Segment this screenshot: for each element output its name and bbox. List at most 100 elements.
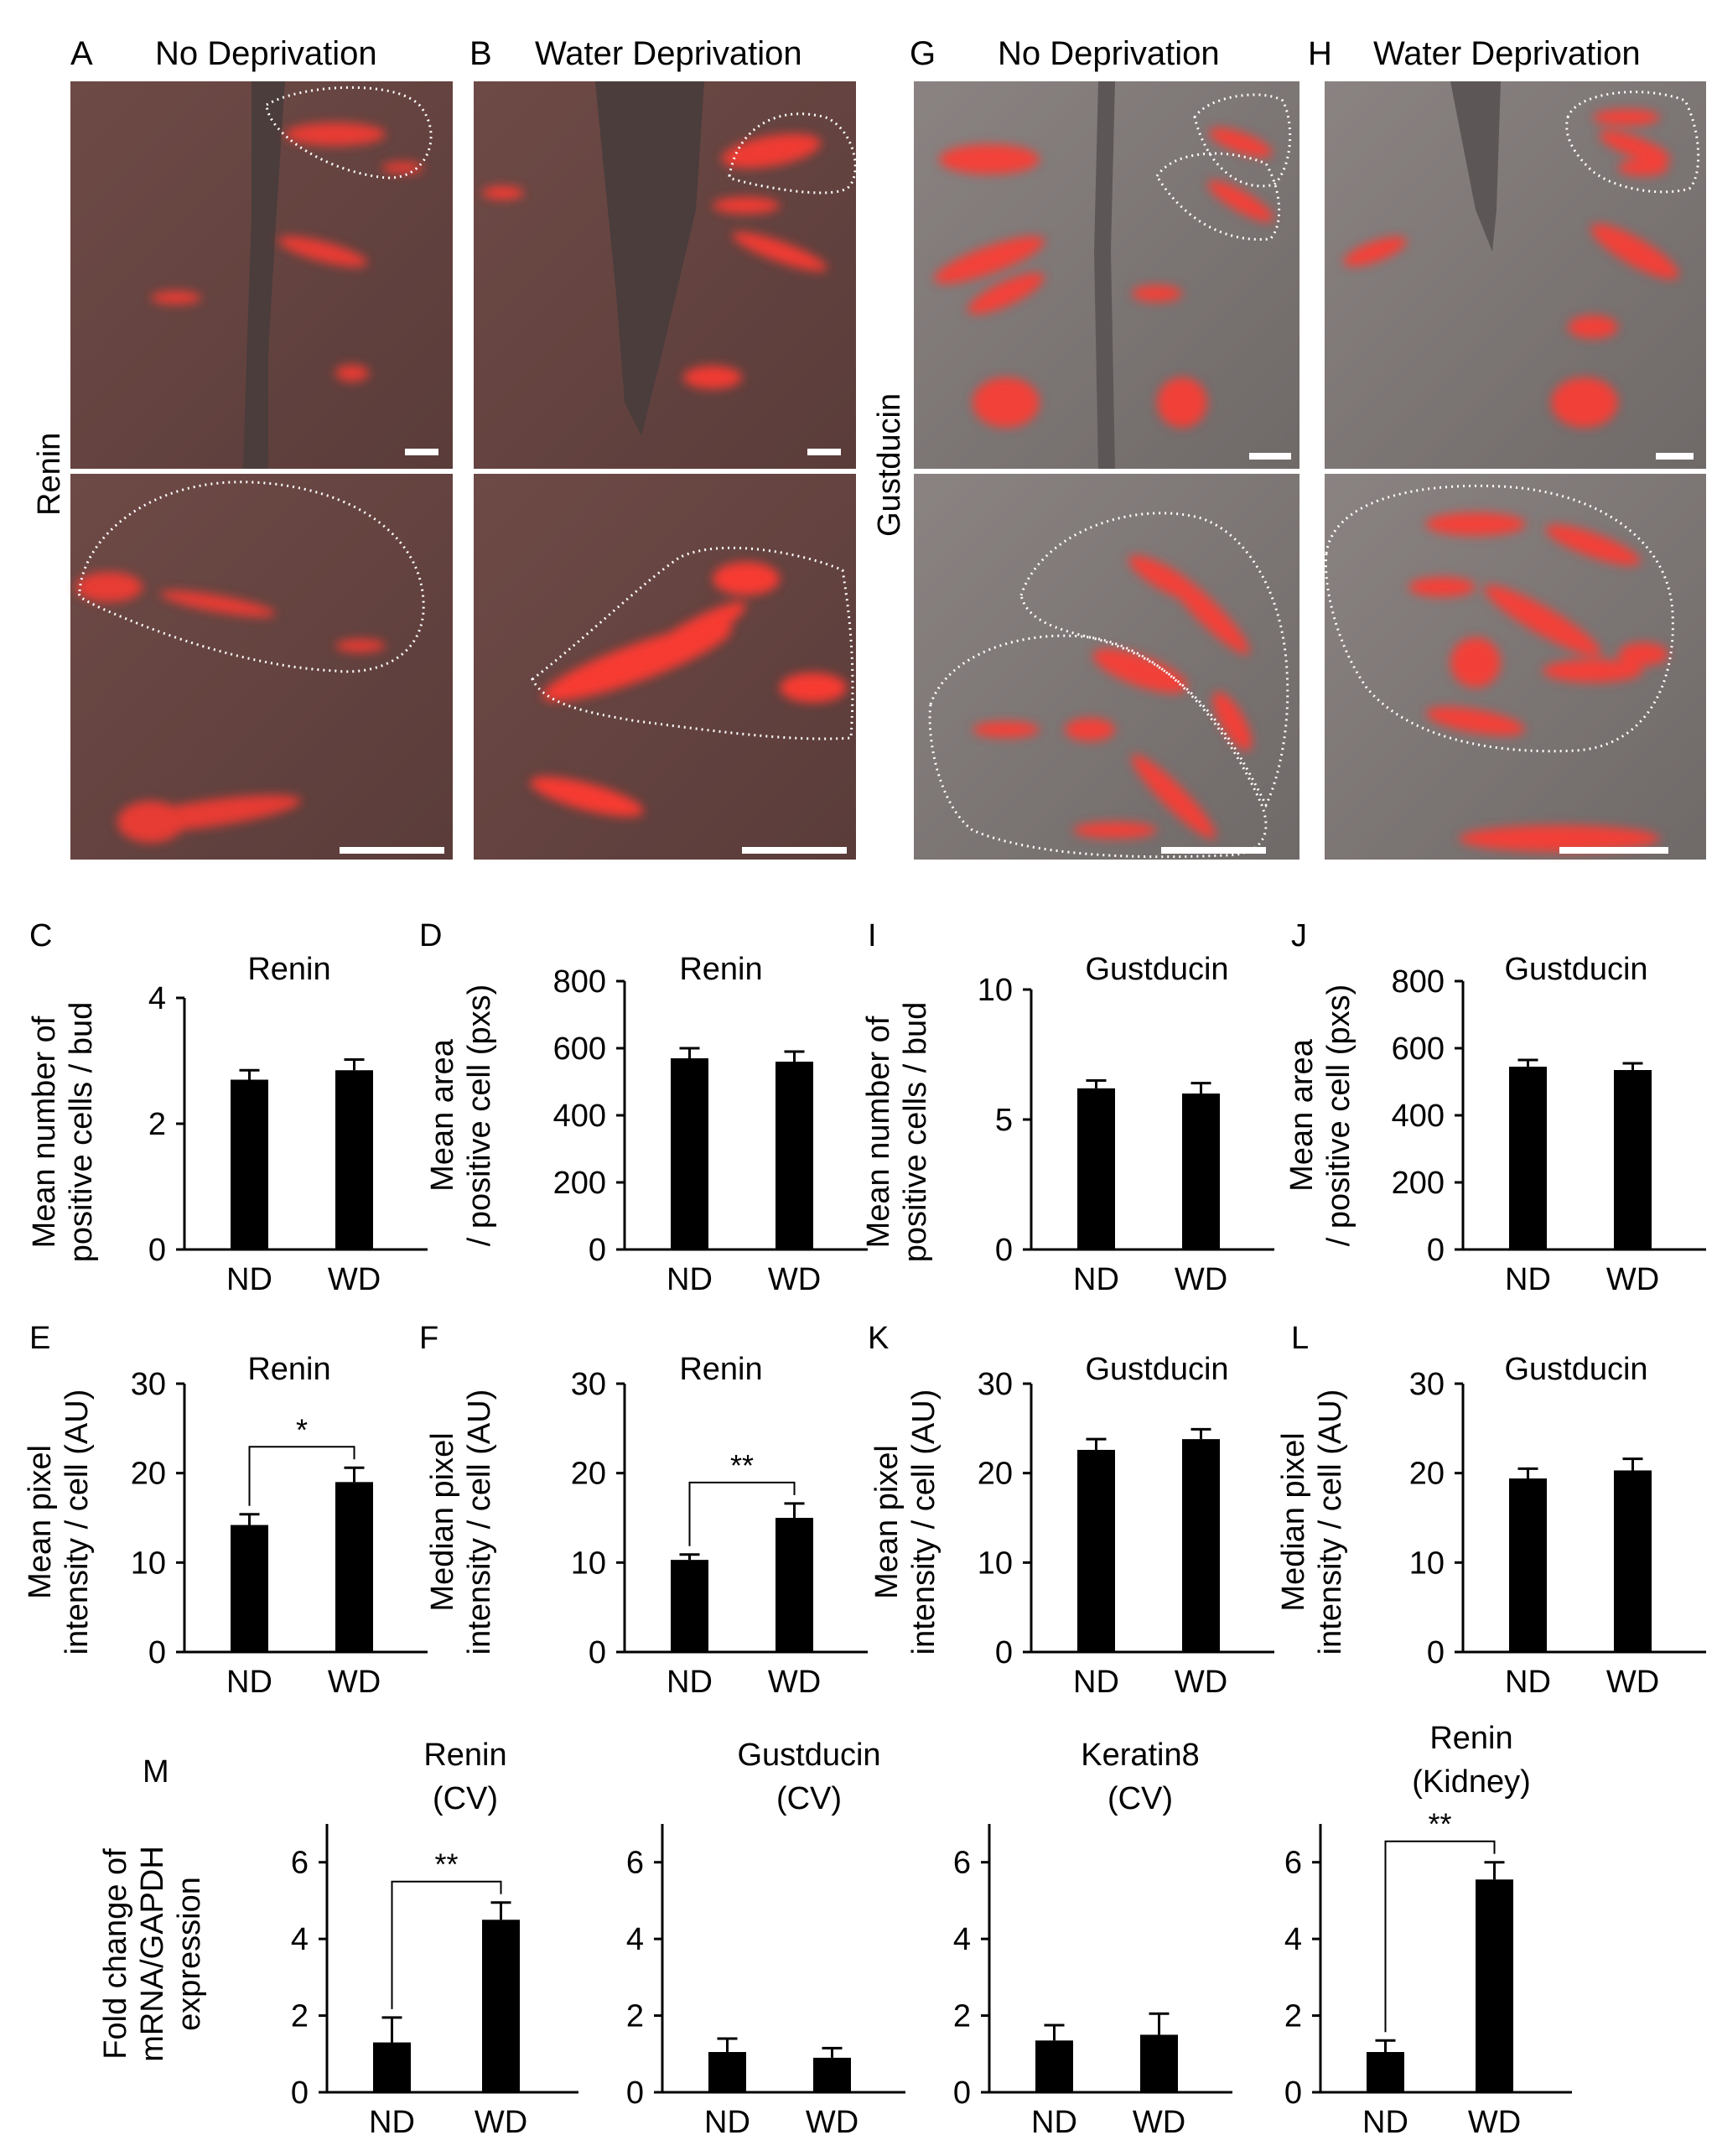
chart-m-y-label: mRNA/GAPDH: [135, 1846, 170, 2062]
chart-m-significance: **: [434, 1847, 458, 1882]
chart-m-title: (CV): [433, 1781, 498, 1816]
chart-m10-bar-nd: [1035, 2040, 1073, 2092]
panel-letter-b: B: [469, 35, 492, 72]
chart-i-y-label: Mean number of: [861, 1016, 896, 1248]
chart-m10-bar-wd: [1140, 2034, 1178, 2092]
chart-m-x-label-nd: ND: [369, 2105, 415, 2140]
chart-f-significance: **: [730, 1448, 754, 1483]
chart-m9-y-tick-label: 2: [626, 1999, 644, 2034]
micrograph-h-top: [1325, 81, 1706, 469]
chart-e-y-tick-label: 30: [131, 1367, 166, 1402]
chart-l-y-tick-label: 10: [1409, 1546, 1445, 1581]
chart-m-bar-wd: [482, 1920, 520, 2092]
chart-m9-bar-wd: [813, 2057, 851, 2092]
chart-m10-title: (CV): [1107, 1781, 1173, 1816]
chart-c-y-tick-label: 4: [148, 981, 166, 1016]
chart-f-y-tick-label: 20: [571, 1457, 606, 1492]
chart-l-y-label: intensity / cell (AU): [1313, 1390, 1348, 1655]
chart-i-x-label-nd: ND: [1073, 1262, 1119, 1297]
chart-d-y-tick-label: 200: [553, 1166, 606, 1201]
chart-l-y-tick-label: 0: [1427, 1635, 1445, 1670]
chart-d-x-label-nd: ND: [667, 1262, 713, 1297]
chart-m9-y-tick-label: 0: [626, 2075, 644, 2111]
chart-e-x-label-nd: ND: [226, 1665, 272, 1700]
chart-d-x-label-wd: WD: [768, 1262, 821, 1297]
chart-m10-y-tick-label: 6: [953, 1846, 971, 1881]
chart-e-x-label-wd: WD: [328, 1665, 381, 1700]
micrograph-g-top: [914, 81, 1299, 469]
micrograph-h-bottom: [1324, 474, 1706, 860]
chart-m9-y-tick-label: 4: [626, 1922, 644, 1957]
chart-k-y-tick-label: 30: [978, 1367, 1013, 1402]
micrograph-a-top: [70, 81, 453, 469]
chart-m9-x-label-nd: ND: [704, 2105, 750, 2140]
chart-m-y-label: expression: [172, 1877, 207, 2031]
chart-m-y-tick-label: 2: [291, 1999, 309, 2034]
chart-d-y-tick-label: 800: [553, 964, 606, 1000]
chart-e-significance: *: [296, 1412, 308, 1447]
chart-m10-x-label-wd: WD: [1133, 2105, 1185, 2140]
chart-m9-title: Gustducin: [737, 1738, 880, 1773]
chart-k-bar-nd: [1077, 1449, 1115, 1652]
chart-j-y-tick-label: 600: [1392, 1031, 1445, 1067]
chart-f-bar-nd: [671, 1560, 708, 1652]
chart-k-y-tick-label: 20: [978, 1457, 1013, 1492]
chart-m11-significance-bracket: [1384, 1840, 1496, 2033]
chart-f-y-tick-label: 10: [571, 1546, 606, 1581]
chart-j-y-label: Mean area: [1284, 1038, 1320, 1192]
chart-m11-x-label-nd: ND: [1362, 2105, 1408, 2140]
chart-c-bar-nd: [231, 1079, 268, 1249]
chart-e-y-tick-label: 20: [131, 1457, 166, 1492]
micrograph-b-top: [474, 81, 857, 469]
chart-e-panel-letter: E: [29, 1321, 50, 1356]
chart-k-bar-wd: [1182, 1439, 1220, 1652]
chart-e-significance-bracket: [248, 1446, 355, 1506]
chart-m9-bar-nd: [708, 2052, 746, 2092]
chart-m11-y-tick-label: 6: [1284, 1846, 1302, 1881]
micrograph-a-bottom: [70, 474, 453, 860]
chart-l-title: Gustducin: [1504, 1352, 1647, 1387]
chart-f-y-label: intensity / cell (AU): [462, 1390, 497, 1655]
chart-k-y-label: intensity / cell (AU): [906, 1390, 941, 1655]
chart-m11-title: (Kidney): [1412, 1764, 1531, 1800]
panel-title-h: Water Deprivation: [1373, 35, 1641, 72]
panel-title-b: Water Deprivation: [535, 35, 802, 72]
chart-m11-bar-nd: [1367, 2052, 1404, 2092]
chart-d-title: Renin: [679, 952, 762, 987]
chart-m-x-label-wd: WD: [475, 2105, 527, 2140]
chart-j-y-tick-label: 800: [1392, 964, 1445, 1000]
chart-m11-y-tick-label: 2: [1284, 1999, 1302, 2034]
micrograph-g-bottom: [914, 474, 1299, 860]
chart-j-x-label-wd: WD: [1606, 1262, 1659, 1297]
chart-f-y-label: Median pixel: [425, 1432, 460, 1611]
chart-k-y-tick-label: 10: [978, 1546, 1013, 1581]
chart-f-x-label-wd: WD: [768, 1665, 821, 1700]
chart-l-x-label-wd: WD: [1606, 1665, 1659, 1700]
chart-d-y-label: / positive cell (pxs): [462, 984, 497, 1247]
chart-m10-y-tick-label: 2: [953, 1999, 971, 2034]
chart-m9-y-tick-label: 6: [626, 1846, 644, 1881]
chart-j-y-tick-label: 200: [1392, 1166, 1445, 1201]
chart-c-y-label: positive cells / bud: [64, 1002, 99, 1263]
panel-letter-g: G: [910, 35, 936, 72]
chart-d-y-label: Mean area: [425, 1038, 460, 1192]
chart-j-panel-letter: J: [1291, 918, 1307, 953]
chart-d-panel-letter: D: [419, 918, 442, 953]
panel-title-a: No Deprivation: [155, 35, 377, 72]
chart-c-x-label-nd: ND: [226, 1262, 272, 1297]
chart-m11-x-label-wd: WD: [1468, 2105, 1521, 2140]
chart-l-x-label-nd: ND: [1505, 1665, 1551, 1700]
chart-e-y-tick-label: 0: [148, 1635, 166, 1670]
chart-m11-bar-wd: [1476, 1879, 1513, 2092]
chart-i-y-tick-label: 10: [978, 973, 1013, 1008]
chart-c-panel-letter: C: [29, 918, 52, 953]
chart-m-significance-bracket: [391, 1880, 502, 2009]
panel-title-g: No Deprivation: [998, 35, 1220, 72]
chart-m11-significance: **: [1428, 1807, 1451, 1842]
chart-f-panel-letter: F: [419, 1321, 438, 1356]
chart-f-bar-wd: [776, 1518, 813, 1652]
chart-m-y-label: Fold change of: [98, 1848, 133, 2060]
chart-k-x-label-wd: WD: [1175, 1665, 1227, 1700]
chart-l-y-label: Median pixel: [1276, 1432, 1311, 1611]
chart-c-title: Renin: [247, 952, 330, 987]
